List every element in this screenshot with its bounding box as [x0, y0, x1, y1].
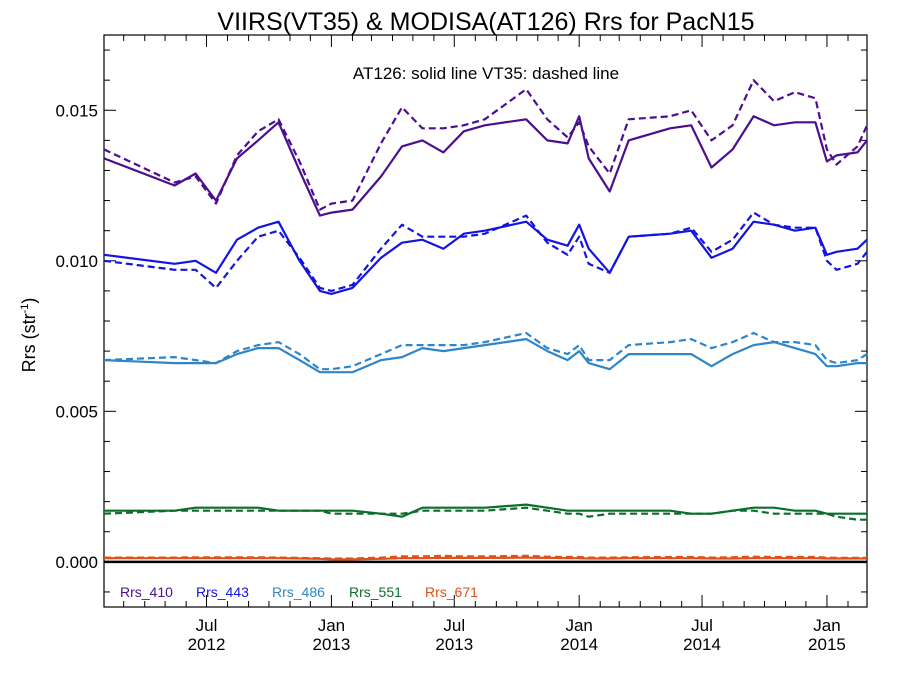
y-tick-label: 0.010: [55, 252, 98, 271]
chart-title: VIIRS(VT35) & MODISA(AT126) Rrs for PacN…: [217, 8, 754, 36]
rrs-410-at126-solid-line: [103, 115, 868, 217]
y-axis-label: Rrs (str-1): [19, 298, 39, 373]
x-tick-label-month: Jan: [565, 616, 592, 635]
line-style-annotation: AT126: solid line VT35: dashed line: [353, 64, 619, 83]
x-tick-label-month: Jan: [318, 616, 345, 635]
rrs-551-vt35-dashed-line: [103, 506, 867, 521]
plot-area: 0.0000.0050.0100.015Jul2012Jan2013Jul201…: [55, 34, 869, 654]
y-tick-label: 0.000: [55, 553, 98, 572]
legend-entry-rrs-551: Rrs_551: [349, 584, 402, 600]
legend-entry-rrs-410: Rrs_410: [120, 584, 173, 600]
y-axis-label-end: ): [19, 298, 39, 304]
legend-entry-rrs-671: Rrs_671: [425, 584, 478, 600]
rrs-486-at126-solid-line: [103, 338, 867, 374]
legend-entry-rrs-486: Rrs_486: [272, 584, 325, 600]
x-tick-label-year: 2012: [188, 635, 226, 654]
x-tick-label-month: Jul: [691, 616, 713, 635]
axis-ticks: 0.0000.0050.0100.015Jul2012Jan2013Jul201…: [55, 35, 868, 654]
x-tick-label-year: 2014: [560, 635, 598, 654]
legend: Rrs_410 Rrs_443 Rrs_486 Rrs_551 Rrs_671: [120, 584, 478, 600]
plot-frame: [103, 34, 868, 608]
x-tick-label-year: 2013: [312, 635, 350, 654]
x-tick-label-year: 2013: [435, 635, 473, 654]
legend-entry-rrs-443: Rrs_443: [196, 584, 249, 600]
y-axis-label-main: Rrs (str: [19, 313, 39, 372]
rrs-443-vt35-dashed-line: [103, 211, 868, 292]
x-tick-label-month: Jul: [196, 616, 218, 635]
rrs-486-vt35-dashed-line: [103, 331, 868, 371]
series-lines: [103, 79, 869, 564]
x-tick-label-month: Jan: [813, 616, 840, 635]
y-tick-label: 0.015: [55, 101, 98, 120]
rrs-410-vt35-dashed-line: [103, 79, 869, 211]
x-tick-label-year: 2014: [683, 635, 721, 654]
y-tick-label: 0.005: [55, 402, 98, 421]
y-axis-label-sup: -1: [19, 304, 31, 314]
x-tick-label-year: 2015: [808, 635, 846, 654]
rrs-671-vt35-dashed-line: [104, 554, 867, 560]
x-tick-label-month: Jul: [443, 616, 465, 635]
